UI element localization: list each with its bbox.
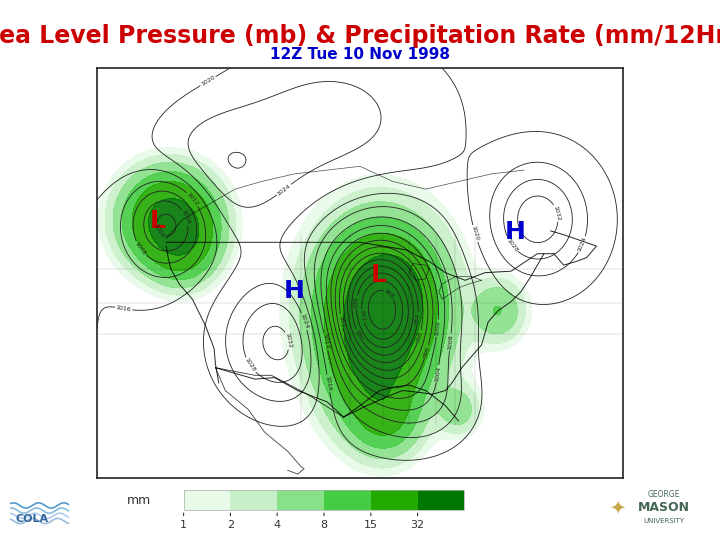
Text: 1032: 1032: [553, 205, 562, 221]
Text: 8: 8: [320, 520, 328, 530]
Text: 1020: 1020: [200, 75, 216, 87]
Text: 980: 980: [354, 329, 364, 341]
Text: 1016: 1016: [325, 375, 332, 391]
Text: 1: 1: [180, 520, 187, 530]
Text: L: L: [371, 263, 387, 287]
Text: 996: 996: [423, 345, 431, 358]
Text: 1024: 1024: [300, 313, 309, 330]
Text: 1016: 1016: [115, 305, 132, 312]
Text: H: H: [284, 279, 305, 303]
Text: MASON: MASON: [638, 501, 690, 515]
Text: UNIVERSITY: UNIVERSITY: [644, 518, 685, 524]
Text: 1024: 1024: [577, 237, 588, 253]
Text: 972: 972: [359, 309, 366, 322]
Text: 1020: 1020: [471, 225, 480, 242]
Text: 1000: 1000: [153, 223, 165, 239]
Text: 1012: 1012: [186, 192, 199, 207]
Text: 1032: 1032: [284, 333, 292, 349]
Text: 1028: 1028: [244, 357, 256, 373]
Text: 1024: 1024: [276, 183, 292, 197]
Text: mm: mm: [127, 494, 151, 507]
Text: 15: 15: [364, 520, 378, 530]
Text: COLA: COLA: [16, 514, 49, 524]
Text: 968: 968: [383, 288, 395, 300]
Text: L: L: [150, 210, 166, 233]
Text: 984: 984: [415, 313, 421, 325]
Text: H: H: [505, 220, 526, 244]
Text: ✦: ✦: [610, 498, 626, 517]
Text: 1000: 1000: [434, 320, 441, 336]
Text: 32: 32: [410, 520, 425, 530]
Text: 1004: 1004: [181, 209, 191, 225]
Text: 1012: 1012: [322, 333, 330, 350]
Text: 988: 988: [415, 330, 423, 343]
Text: Sea Level Pressure (mb) & Precipitation Rate (mm/12Hr): Sea Level Pressure (mb) & Precipitation …: [0, 24, 720, 48]
Text: 12Z Tue 10 Nov 1998: 12Z Tue 10 Nov 1998: [270, 47, 450, 62]
Text: 4: 4: [274, 520, 281, 530]
Text: 1004: 1004: [434, 366, 441, 382]
Text: 2: 2: [227, 520, 234, 530]
Text: 976: 976: [354, 296, 359, 308]
Text: 1008: 1008: [447, 334, 454, 350]
Text: 1008: 1008: [134, 241, 147, 256]
Text: GEORGE: GEORGE: [648, 490, 680, 500]
Text: 1028: 1028: [505, 237, 518, 253]
Text: 992: 992: [338, 315, 345, 327]
